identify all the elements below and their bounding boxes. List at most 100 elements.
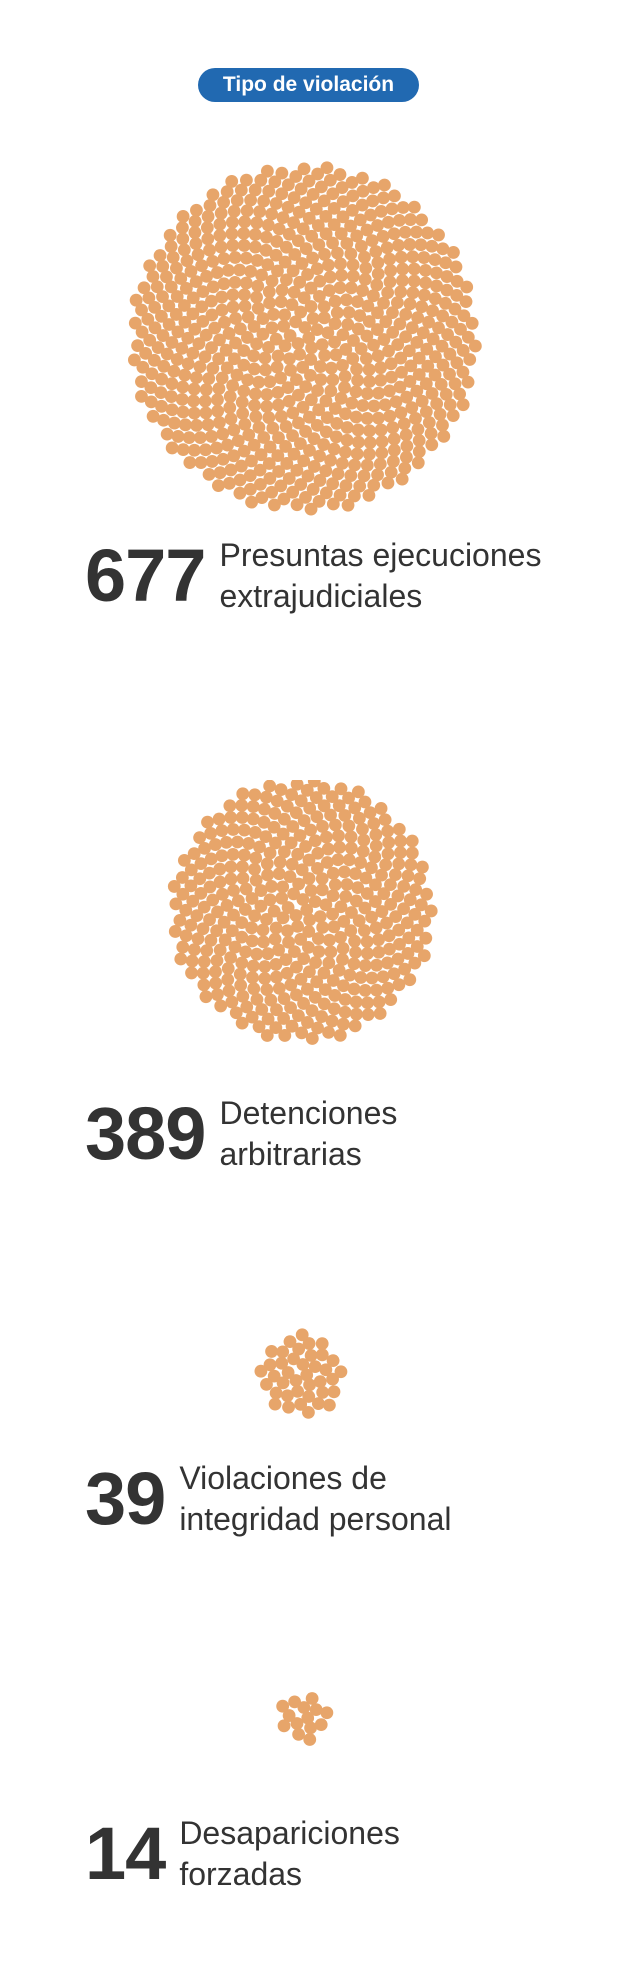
case-dot <box>181 331 195 345</box>
category-label-line-2: forzadas <box>179 1856 303 1892</box>
case-dot <box>326 1372 339 1386</box>
case-dot <box>412 445 426 459</box>
group-detenciones-arbitrarias: 389 Detenciones arbitrarias <box>0 780 640 1200</box>
case-dot <box>238 903 252 916</box>
case-dot <box>237 358 251 372</box>
case-dot <box>362 447 376 461</box>
case-dot <box>334 1365 348 1379</box>
case-dot <box>302 1405 315 1419</box>
case-dot <box>246 971 259 984</box>
case-dot <box>143 259 157 273</box>
case-dot <box>260 400 274 413</box>
case-dot <box>234 183 248 197</box>
case-dot <box>187 406 201 420</box>
case-dot <box>397 902 411 916</box>
case-dot <box>259 830 273 844</box>
case-dot <box>333 488 347 502</box>
case-dot <box>303 1378 316 1392</box>
case-dot <box>328 402 342 415</box>
case-dot <box>190 909 204 923</box>
case-dot <box>338 1005 352 1019</box>
case-dot <box>248 228 262 241</box>
case-dot <box>344 219 357 233</box>
case-dot <box>248 909 262 923</box>
case-dot <box>418 914 432 928</box>
case-dot <box>346 269 360 283</box>
case-dot <box>252 420 266 434</box>
case-dot <box>330 417 344 430</box>
case-dot <box>187 382 201 396</box>
case-dot <box>411 456 425 470</box>
case-dot <box>250 290 263 304</box>
case-dot <box>327 920 341 934</box>
case-dot <box>350 229 364 243</box>
case-dot <box>456 344 470 357</box>
case-dot <box>211 393 224 407</box>
case-dot <box>209 965 222 979</box>
case-dot <box>319 227 333 241</box>
category-filter-badge[interactable]: Tipo de violación <box>198 68 419 102</box>
case-dot <box>348 801 362 815</box>
case-dot <box>399 428 413 442</box>
case-dot <box>286 820 300 833</box>
case-dot <box>259 243 273 257</box>
case-dot <box>317 300 331 314</box>
case-dot <box>241 310 255 324</box>
case-dot <box>221 973 235 987</box>
case-dot <box>288 248 302 261</box>
case-dot <box>248 862 261 876</box>
case-dot <box>417 251 431 264</box>
case-dot <box>336 358 349 372</box>
case-dot <box>289 909 303 922</box>
case-dot <box>231 894 245 908</box>
case-dot <box>401 869 415 883</box>
case-dot <box>332 963 346 977</box>
case-dot <box>418 288 431 302</box>
case-dot <box>236 860 249 874</box>
case-dot <box>333 840 346 854</box>
case-dot <box>160 347 174 361</box>
case-dot <box>200 221 214 235</box>
case-dot <box>294 478 308 491</box>
case-dot <box>402 344 416 358</box>
case-dot <box>293 437 307 451</box>
case-dot <box>424 427 438 440</box>
case-dot <box>349 385 363 399</box>
case-dot <box>326 236 339 250</box>
case-dot <box>380 916 393 930</box>
case-dot <box>352 811 366 825</box>
case-dot <box>349 410 363 424</box>
case-dot <box>262 457 276 470</box>
case-dot <box>237 227 251 240</box>
case-dot <box>179 418 192 432</box>
case-dot <box>196 314 210 328</box>
case-dot <box>344 830 358 844</box>
case-dot <box>287 216 301 230</box>
case-dot <box>424 904 438 918</box>
case-dot <box>272 431 285 445</box>
case-dot <box>301 469 315 483</box>
case-dot <box>381 956 394 970</box>
case-dot <box>314 373 328 386</box>
case-dot <box>353 479 367 493</box>
case-dot <box>379 315 393 329</box>
case-dot <box>139 347 153 360</box>
case-dot <box>237 384 251 398</box>
case-dot <box>393 937 406 951</box>
case-dot <box>392 213 406 227</box>
case-dot <box>281 178 295 192</box>
case-dot <box>209 976 223 990</box>
case-dot <box>236 787 250 801</box>
dot-cluster <box>254 1328 348 1419</box>
case-dot <box>299 196 313 210</box>
case-dot <box>254 899 268 913</box>
case-dot <box>263 780 277 793</box>
case-dot <box>394 846 407 860</box>
case-dot <box>303 410 316 424</box>
case-dot <box>313 274 327 288</box>
case-dot <box>294 972 308 986</box>
case-dot <box>349 867 362 880</box>
case-dot <box>174 272 188 285</box>
case-dot <box>188 443 201 457</box>
case-dot <box>199 443 212 457</box>
